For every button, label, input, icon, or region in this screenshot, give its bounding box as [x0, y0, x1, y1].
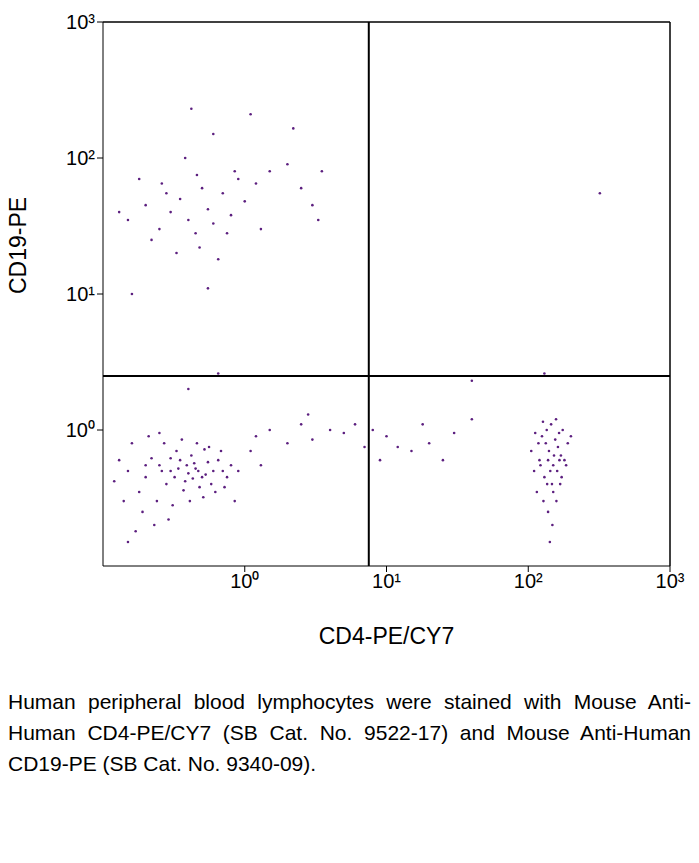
svg-text:10²: 10² [514, 570, 543, 592]
svg-text:10¹: 10¹ [372, 570, 401, 592]
svg-text:10¹: 10¹ [66, 283, 95, 305]
svg-text:10³: 10³ [66, 11, 95, 33]
svg-text:CD4-PE/CY7: CD4-PE/CY7 [319, 623, 454, 648]
svg-text:10⁰: 10⁰ [66, 419, 95, 441]
svg-text:10²: 10² [66, 147, 95, 169]
html-text:Human peripheral blood lymphoc: Human peripheral blood lymphocytes were … [8, 690, 691, 775]
svg-text:CD19-PE: CD19-PE [8, 197, 31, 294]
svg-text:10⁰: 10⁰ [230, 570, 259, 592]
svg-text:10³: 10³ [656, 570, 685, 592]
